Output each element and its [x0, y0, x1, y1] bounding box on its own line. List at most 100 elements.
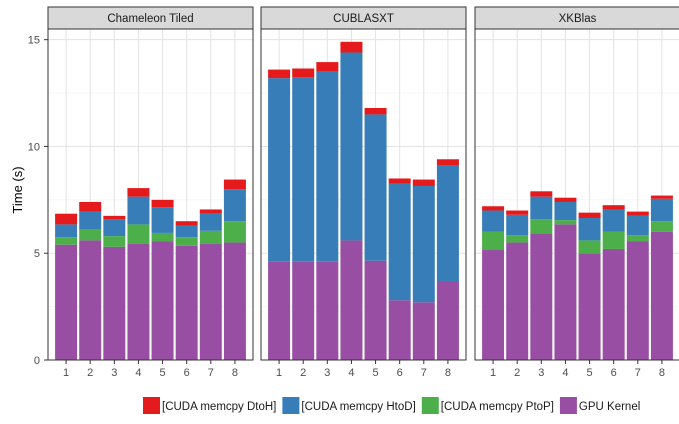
bar-segment	[55, 237, 78, 245]
bar-segment	[223, 179, 246, 190]
x-tick-label: 8	[659, 367, 665, 379]
bar-segment	[103, 219, 126, 237]
panel-background	[48, 29, 253, 360]
bar-segment	[127, 196, 150, 225]
x-tick-label: 1	[490, 367, 496, 379]
bar-segment	[530, 234, 553, 360]
bar-segment	[578, 253, 601, 360]
facet-title: XKBlas	[559, 13, 597, 25]
bar-segment	[412, 185, 435, 303]
bar-segment	[554, 197, 577, 202]
legend: [CUDA memcpy DtoH] [CUDA memcpy HtoD] [CUD…	[143, 397, 640, 414]
panel-border	[260, 28, 467, 361]
bar-segment	[436, 280, 459, 360]
bar-segment	[530, 196, 553, 220]
bar-segment	[554, 224, 577, 360]
bar-segment	[530, 219, 553, 235]
panel-background	[261, 29, 466, 360]
x-tick-label: 5	[372, 367, 378, 379]
x-tick-label: 7	[208, 367, 214, 379]
bar-segment	[650, 198, 673, 222]
bar-segment	[79, 211, 102, 230]
bar-segment	[103, 215, 126, 220]
bar-segment	[316, 261, 339, 360]
bar-segment	[127, 243, 150, 360]
bar-segment	[578, 240, 601, 254]
bar-segment	[364, 108, 387, 115]
bar-segment	[506, 210, 529, 215]
panel-border	[47, 28, 254, 361]
bar-segment	[316, 62, 339, 72]
bar-segment	[602, 209, 625, 232]
x-tick-label: 7	[421, 367, 427, 379]
x-tick-label: 8	[232, 367, 238, 379]
bar-segment	[626, 215, 649, 236]
legend-label: [CUDA memcpy PtoP]	[441, 401, 554, 413]
bar-segment	[127, 188, 150, 197]
bar-segment	[388, 300, 411, 360]
bar-segment	[55, 213, 78, 225]
bar-segment	[151, 207, 174, 233]
bar-segment	[506, 214, 529, 236]
x-tick-label: 6	[397, 367, 403, 379]
x-tick-label: 4	[135, 367, 141, 379]
x-tick-label: 2	[514, 367, 520, 379]
bar-segment	[151, 241, 174, 360]
legend-swatch	[143, 397, 160, 414]
bar-segment	[626, 211, 649, 216]
bar-segment	[482, 210, 505, 232]
x-tick-label: 6	[184, 367, 190, 379]
bar-segment	[340, 240, 363, 360]
bar-segment	[388, 178, 411, 184]
x-tick-label: 7	[635, 367, 641, 379]
bar-segment	[175, 237, 198, 246]
facet-panel: XKBlas 1 2 3 4 5 6 7 8	[474, 6, 679, 379]
bar-segment	[175, 221, 198, 226]
bar-segment	[79, 201, 102, 212]
bar-segment	[578, 217, 601, 241]
bar-segment	[650, 221, 673, 232]
bar-segment	[650, 231, 673, 360]
bar-segment	[127, 224, 150, 244]
bar-segment	[151, 232, 174, 242]
bar-segment	[626, 241, 649, 360]
facet-panel: Chameleon Tiled 1 2 3 4 5 6 7 8	[47, 6, 254, 379]
bar-segment	[436, 165, 459, 281]
bar-segment	[482, 231, 505, 251]
x-tick-label: 6	[611, 367, 617, 379]
bar-segment	[506, 235, 529, 243]
bar-segment	[482, 206, 505, 211]
bar-segment	[364, 114, 387, 261]
x-tick-label: 1	[276, 367, 282, 379]
bar-segment	[268, 261, 291, 360]
facet-title: CUBLASXT	[333, 13, 394, 25]
bar-segment	[223, 221, 246, 243]
bar-segment	[223, 242, 246, 360]
panel-border	[474, 28, 679, 361]
bar-segment	[554, 201, 577, 221]
bar-segment	[650, 195, 673, 199]
bar-segment	[412, 179, 435, 186]
x-tick-label: 2	[300, 367, 306, 379]
bar-segment	[602, 231, 625, 249]
facet-panel: CUBLASXT 1 2 3 4 5 6 7 8	[260, 6, 467, 379]
bar-segment	[364, 260, 387, 360]
legend-label: [CUDA memcpy HtoD]	[301, 401, 415, 413]
x-tick-label: 4	[348, 367, 354, 379]
x-tick-label: 3	[538, 367, 544, 379]
bar-segment	[506, 242, 529, 360]
bar-segment	[151, 199, 174, 208]
bar-segment	[199, 213, 222, 231]
bar-segment	[316, 71, 339, 262]
bar-segment	[292, 68, 315, 78]
legend-label: [CUDA memcpy DtoH]	[162, 401, 276, 413]
bar-segment	[199, 230, 222, 244]
bar-segment	[199, 209, 222, 214]
x-tick-label: 3	[324, 367, 330, 379]
x-tick-label: 5	[586, 367, 592, 379]
bar-segment	[103, 246, 126, 360]
x-tick-label: 1	[63, 367, 69, 379]
bar-segment	[79, 229, 102, 241]
